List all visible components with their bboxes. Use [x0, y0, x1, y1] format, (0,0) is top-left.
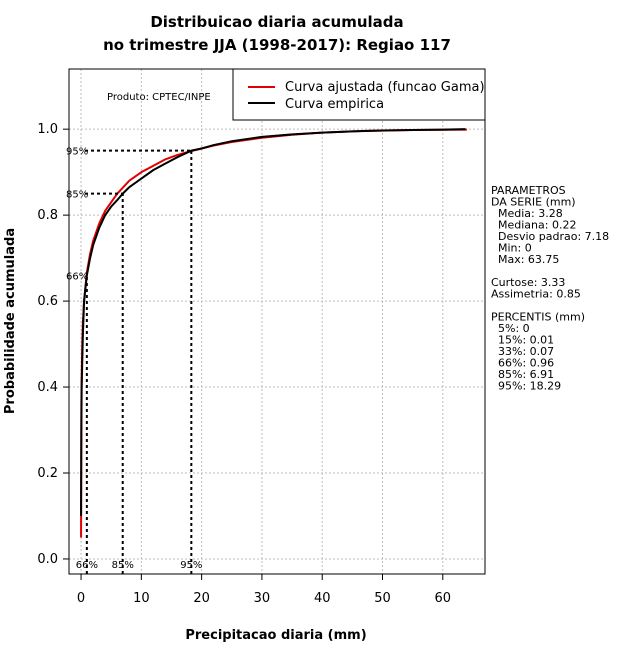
guide-y-label-95%: 95%	[66, 147, 88, 158]
legend-entry-empirical: Curva empirica	[285, 97, 384, 112]
guide-x-label-85%: 85%	[112, 560, 134, 571]
y-axis-label: Probabilidade acumulada	[3, 228, 18, 414]
y-tick-label-3: 0.6	[37, 294, 58, 309]
x-tick-label-50: 50	[374, 591, 391, 606]
stat-line-0: PARAMETROS	[491, 184, 566, 197]
stat-line-15: 66%: 0.96	[491, 357, 554, 370]
y-tick-label-5: 1.0	[37, 122, 58, 137]
y-tick-label-4: 0.8	[37, 208, 58, 223]
x-tick-label-30: 30	[254, 591, 271, 606]
stat-line-16: 85%: 6.91	[491, 368, 554, 381]
stat-line-5: Min: 0	[491, 242, 532, 255]
y-tick-label-0: 0.0	[37, 552, 58, 567]
x-tick-label-10: 10	[133, 591, 150, 606]
stat-line-11: PERCENTIS (mm)	[491, 311, 585, 324]
stat-line-12: 5%: 0	[491, 322, 530, 335]
product-label: Produto: CPTEC/INPE	[107, 92, 211, 103]
guide-x-label-95%: 95%	[180, 560, 202, 571]
axes: 0 10 20 30 40 50 60 0.0 0.2 0.4 0.6 0.8 1.0	[37, 122, 451, 606]
stat-line-3: Mediana: 0.22	[491, 219, 576, 232]
stat-line-8: Curtose: 3.33	[491, 276, 565, 289]
percentile-guides: 66% 66% 85% 85% 95% 95%	[66, 147, 202, 574]
y-tick-label-1: 0.2	[37, 466, 58, 481]
y-tick-label-2: 0.4	[37, 380, 58, 395]
chart-title-line2: no trimestre JJA (1998-2017): Regiao 117	[103, 36, 451, 54]
stat-line-2: Media: 3.28	[491, 207, 563, 220]
x-tick-label-60: 60	[435, 591, 452, 606]
legend-entry-fitted: Curva ajustada (funcao Gama)	[285, 80, 485, 95]
x-axis-label: Precipitacao diaria (mm)	[185, 628, 366, 643]
stat-line-9: Assimetria: 0.85	[491, 288, 581, 301]
stat-line-14: 33%: 0.07	[491, 345, 554, 358]
x-tick-label-40: 40	[314, 591, 331, 606]
series-curves	[80, 128, 467, 538]
guide-y-label-66%: 66%	[66, 271, 88, 282]
stat-line-13: 15%: 0.01	[491, 334, 554, 347]
series-line-empirical	[80, 128, 466, 516]
legend-box	[232, 68, 486, 121]
guide-y-label-85%: 85%	[66, 190, 88, 201]
series-line-fitted	[80, 128, 467, 538]
guide-x-label-66%: 66%	[76, 560, 98, 571]
stat-line-17: 95%: 18.29	[491, 380, 561, 393]
stat-line-6: Max: 63.75	[491, 253, 559, 266]
stat-line-4: Desvio padrao: 7.18	[491, 230, 609, 243]
stat-line-1: DA SERIE (mm)	[491, 196, 576, 209]
x-tick-label-20: 20	[193, 591, 210, 606]
grid-lines	[69, 69, 485, 574]
x-tick-label-0: 0	[77, 591, 85, 606]
plot-frame	[68, 68, 486, 575]
legend: Curva ajustada (funcao Gama) Curva empir…	[232, 68, 486, 121]
chart-title-line1: Distribuicao diaria acumulada	[150, 13, 403, 31]
